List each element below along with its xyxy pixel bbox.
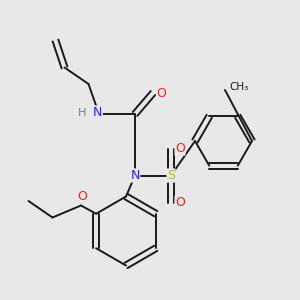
Text: O: O xyxy=(78,190,87,203)
Text: N: N xyxy=(93,106,102,119)
Text: CH₃: CH₃ xyxy=(229,82,248,92)
Text: O: O xyxy=(157,86,166,100)
Text: H: H xyxy=(78,107,87,118)
Text: O: O xyxy=(175,142,185,155)
Text: O: O xyxy=(175,196,185,209)
Text: N: N xyxy=(130,169,140,182)
Text: S: S xyxy=(167,169,175,182)
